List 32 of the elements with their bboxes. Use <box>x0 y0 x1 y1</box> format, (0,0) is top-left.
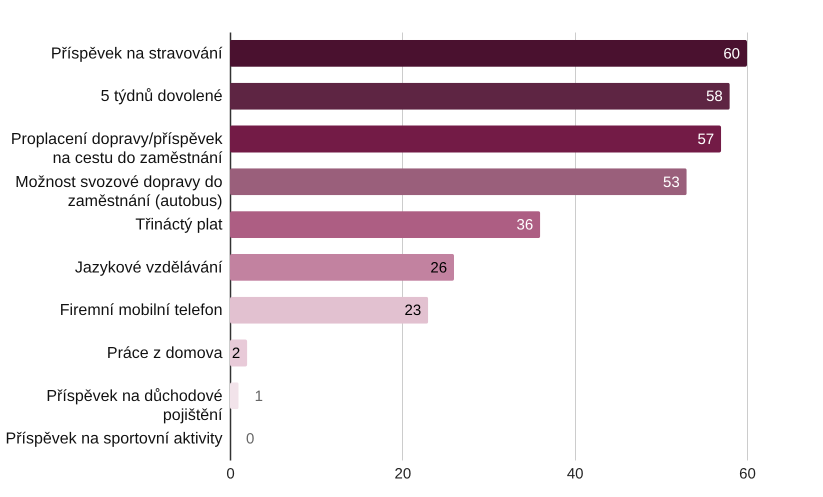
data-label: 57 <box>697 131 714 148</box>
y-tick-label: Jazykové vzdělávání <box>74 259 224 276</box>
x-tick-label: 60 <box>739 466 756 482</box>
y-tick-label: Třináctý plat <box>135 216 224 234</box>
data-label: 26 <box>430 259 448 276</box>
y-tick-label: Možnost svozové dopravy do zaměstnání (autobus) <box>15 174 223 210</box>
data-label: 2 <box>232 345 240 362</box>
y-tick-label: Příspěvek na sportovní aktivity <box>6 430 222 448</box>
y-tick-label: 5 týdnů dovolené <box>100 88 223 106</box>
bar <box>230 254 454 281</box>
bar <box>230 126 722 152</box>
data-label: 23 <box>404 302 422 320</box>
data-label: 60 <box>723 45 740 62</box>
bar <box>230 382 239 410</box>
data-label: 0 <box>246 430 254 448</box>
bar <box>230 296 428 324</box>
data-label: 36 <box>516 216 534 234</box>
data-label: 1 <box>254 388 263 405</box>
y-tick-label: Příspěvek na stravování <box>50 45 224 62</box>
bar <box>230 168 687 196</box>
data-label: 53 <box>662 174 680 191</box>
bar <box>230 40 747 67</box>
x-tick-label: 0 <box>226 466 235 482</box>
y-tick-label: Příspěvek na důchodové pojištění <box>46 388 224 424</box>
x-tick-label: 20 <box>394 466 412 482</box>
y-tick-label: Práce z domova <box>106 345 223 362</box>
bar <box>230 82 730 110</box>
data-label: 58 <box>706 88 723 106</box>
bar <box>230 211 540 238</box>
y-tick-label: Firemní mobilní telefon <box>60 302 222 320</box>
y-tick-label: Proplacení dopravy/příspěvek na cestu do zaměstnání <box>10 131 224 167</box>
x-tick-label: 40 <box>566 466 584 482</box>
